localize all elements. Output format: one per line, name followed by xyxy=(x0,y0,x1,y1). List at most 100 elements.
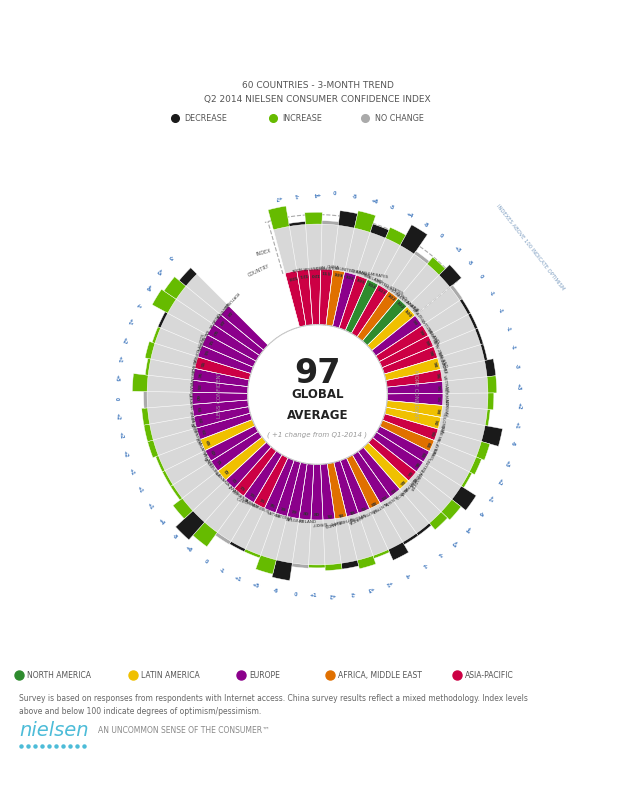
Wedge shape xyxy=(347,455,380,509)
Text: 121: 121 xyxy=(298,272,308,277)
Text: ( +1 change from Q1-2014 ): ( +1 change from Q1-2014 ) xyxy=(267,432,368,438)
Text: 88: 88 xyxy=(425,440,431,447)
Text: SINGAPORE: SINGAPORE xyxy=(436,350,448,375)
Wedge shape xyxy=(352,451,391,503)
Text: +6: +6 xyxy=(144,282,152,291)
Text: +4: +4 xyxy=(313,191,321,196)
Wedge shape xyxy=(142,408,150,425)
Text: FRANCE: FRANCE xyxy=(187,382,192,398)
Wedge shape xyxy=(385,227,406,245)
Text: -5: -5 xyxy=(465,259,473,266)
Text: -5: -5 xyxy=(351,194,358,200)
Wedge shape xyxy=(487,393,494,409)
Text: DECREASE: DECREASE xyxy=(184,114,227,123)
Text: SERBIA: SERBIA xyxy=(196,335,204,351)
Text: 54: 54 xyxy=(201,350,207,357)
Text: DENMARK: DENMARK xyxy=(351,269,371,279)
Wedge shape xyxy=(132,373,148,391)
Text: 96: 96 xyxy=(434,373,439,380)
Wedge shape xyxy=(285,271,306,327)
Text: SAUDI ARABIA: SAUDI ARABIA xyxy=(394,291,420,312)
Text: nielsen: nielsen xyxy=(19,721,89,740)
Wedge shape xyxy=(382,413,438,440)
Text: ESTONIA: ESTONIA xyxy=(274,514,293,522)
Text: SOUTH KOREA: SOUTH KOREA xyxy=(192,333,203,362)
Text: BULGARIA: BULGARIA xyxy=(194,438,208,458)
Text: AN UNCOMMON SENSE OF THE CONSUMER™: AN UNCOMMON SENSE OF THE CONSUMER™ xyxy=(98,726,270,735)
Wedge shape xyxy=(358,447,400,496)
Wedge shape xyxy=(373,550,389,559)
Text: INDIA: INDIA xyxy=(290,265,302,271)
Wedge shape xyxy=(371,316,422,356)
Wedge shape xyxy=(476,442,490,460)
Text: NETHERLANDS: NETHERLANDS xyxy=(323,515,354,528)
Text: BELGIUM: BELGIUM xyxy=(286,518,305,524)
Wedge shape xyxy=(152,327,161,343)
Wedge shape xyxy=(403,533,418,544)
Wedge shape xyxy=(333,272,356,328)
Text: ROMANIA: ROMANIA xyxy=(230,489,248,503)
Text: +4: +4 xyxy=(405,211,414,219)
Text: 84: 84 xyxy=(379,492,387,499)
Wedge shape xyxy=(338,211,358,228)
Wedge shape xyxy=(195,357,251,380)
Text: AVERAGE: AVERAGE xyxy=(287,409,348,422)
Wedge shape xyxy=(215,533,231,544)
Text: 109: 109 xyxy=(333,273,343,279)
Text: Survey is based on responses from respondents with Internet access. China survey: Survey is based on responses from respon… xyxy=(19,694,528,716)
Wedge shape xyxy=(297,269,312,326)
Wedge shape xyxy=(388,542,409,560)
Text: COLOMBIA: COLOMBIA xyxy=(439,412,446,434)
Wedge shape xyxy=(229,541,246,552)
Text: 79: 79 xyxy=(291,510,297,515)
Wedge shape xyxy=(400,225,427,254)
Text: +5: +5 xyxy=(251,582,260,589)
Text: 81: 81 xyxy=(348,507,355,513)
Wedge shape xyxy=(363,298,407,346)
Circle shape xyxy=(248,325,387,464)
Wedge shape xyxy=(268,206,290,230)
Text: COUNTRY: COUNTRY xyxy=(246,264,270,278)
Text: AUSTRIA: AUSTRIA xyxy=(371,500,388,514)
Wedge shape xyxy=(485,409,490,426)
Wedge shape xyxy=(299,464,314,520)
Text: 105: 105 xyxy=(355,278,365,285)
Text: 73: 73 xyxy=(238,485,246,492)
Wedge shape xyxy=(147,224,488,565)
Text: -1: -1 xyxy=(510,344,516,351)
Text: SPAIN: SPAIN xyxy=(188,411,195,423)
Text: 0: 0 xyxy=(478,274,484,280)
Wedge shape xyxy=(367,307,415,350)
Text: MALAYSIA: MALAYSIA xyxy=(430,435,441,455)
Wedge shape xyxy=(370,224,389,238)
Text: -2: -2 xyxy=(349,589,356,596)
Text: UNITED ARAB EMIRATES: UNITED ARAB EMIRATES xyxy=(339,267,388,279)
Text: +2: +2 xyxy=(114,412,121,421)
Wedge shape xyxy=(386,401,443,417)
Wedge shape xyxy=(417,523,431,536)
Text: 99: 99 xyxy=(424,339,430,346)
Text: POLAND: POLAND xyxy=(201,452,214,469)
Text: 0: 0 xyxy=(114,397,119,401)
Wedge shape xyxy=(173,498,193,519)
Text: 104: 104 xyxy=(366,282,376,290)
Wedge shape xyxy=(164,277,186,299)
Text: JAPAN: JAPAN xyxy=(227,485,239,495)
Text: 128: 128 xyxy=(287,274,297,279)
Text: +3: +3 xyxy=(450,538,458,547)
Text: TAIWAN: TAIWAN xyxy=(243,499,259,510)
Text: PAKISTAN: PAKISTAN xyxy=(425,328,439,347)
Text: EUROPE: EUROPE xyxy=(249,671,280,680)
Text: MORE CONFIDENT: MORE CONFIDENT xyxy=(413,370,418,419)
Text: 48: 48 xyxy=(225,310,232,317)
Text: 99: 99 xyxy=(418,329,425,336)
Text: +2: +2 xyxy=(495,476,503,485)
Text: RUSSIA: RUSSIA xyxy=(384,493,398,506)
Text: 90: 90 xyxy=(429,430,435,437)
Wedge shape xyxy=(386,369,442,387)
Text: 85: 85 xyxy=(406,469,412,477)
Wedge shape xyxy=(345,279,378,334)
Wedge shape xyxy=(276,460,300,516)
Wedge shape xyxy=(451,486,476,510)
Text: -1: -1 xyxy=(134,301,141,308)
